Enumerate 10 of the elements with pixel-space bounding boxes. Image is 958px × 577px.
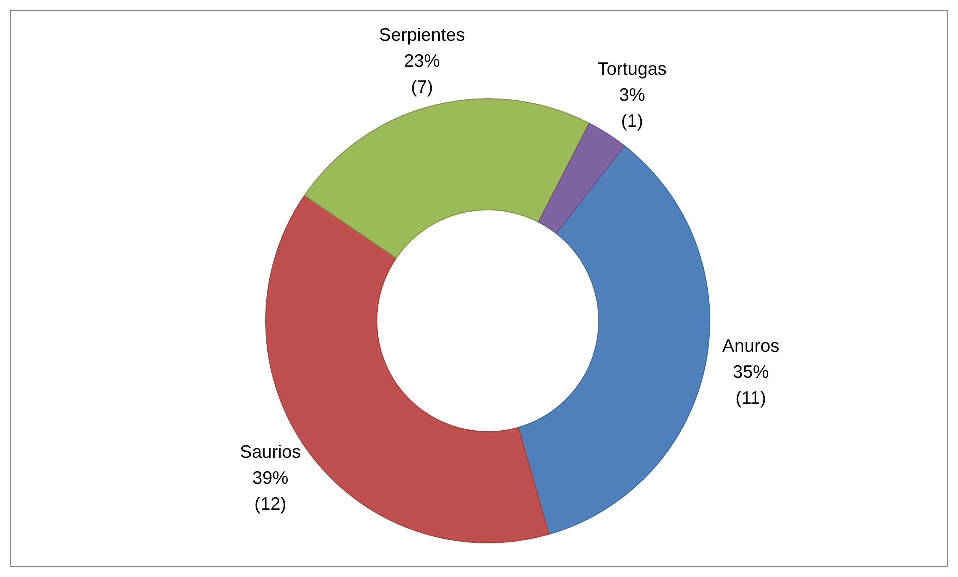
data-label: 39% (12) [252,468,289,514]
data-label: 3% (1) [619,85,646,132]
slice-label: Anuros [722,336,780,356]
data-label: 35% (11) [733,362,770,408]
slice-label: Saurios [240,442,302,462]
slice-label: Tortugas [598,59,667,80]
data-label: 23% (7) [404,51,440,98]
slice-label: Serpientes [379,25,466,46]
donut-slice [304,98,590,259]
donut-slice [518,146,710,535]
